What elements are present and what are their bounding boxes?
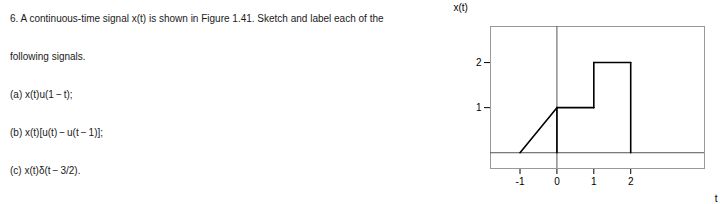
html-text:6. A continuous-time signal x(: 6. A continuous-time signal x(t) is show… bbox=[10, 13, 384, 24]
svg-text:2: 2 bbox=[476, 57, 482, 68]
html-text:following signals.: following signals. bbox=[10, 51, 86, 62]
svg-text:t: t bbox=[715, 193, 718, 204]
svg-text:1: 1 bbox=[591, 176, 597, 187]
html-text:(b) x(t)[u(t) − u(t − 1)];: (b) x(t)[u(t) − u(t − 1)]; bbox=[10, 127, 103, 138]
svg-text:2: 2 bbox=[628, 176, 634, 187]
svg-text:-1: -1 bbox=[516, 176, 525, 187]
svg-text:x(t): x(t) bbox=[454, 2, 468, 13]
svg-text:0: 0 bbox=[554, 176, 560, 187]
html-text:(a) x(t)u(1 − t);: (a) x(t)u(1 − t); bbox=[10, 89, 73, 100]
svg-text:1: 1 bbox=[476, 102, 482, 113]
html-text:(c) x(t)δ(t − 3/2).: (c) x(t)δ(t − 3/2). bbox=[10, 165, 81, 176]
